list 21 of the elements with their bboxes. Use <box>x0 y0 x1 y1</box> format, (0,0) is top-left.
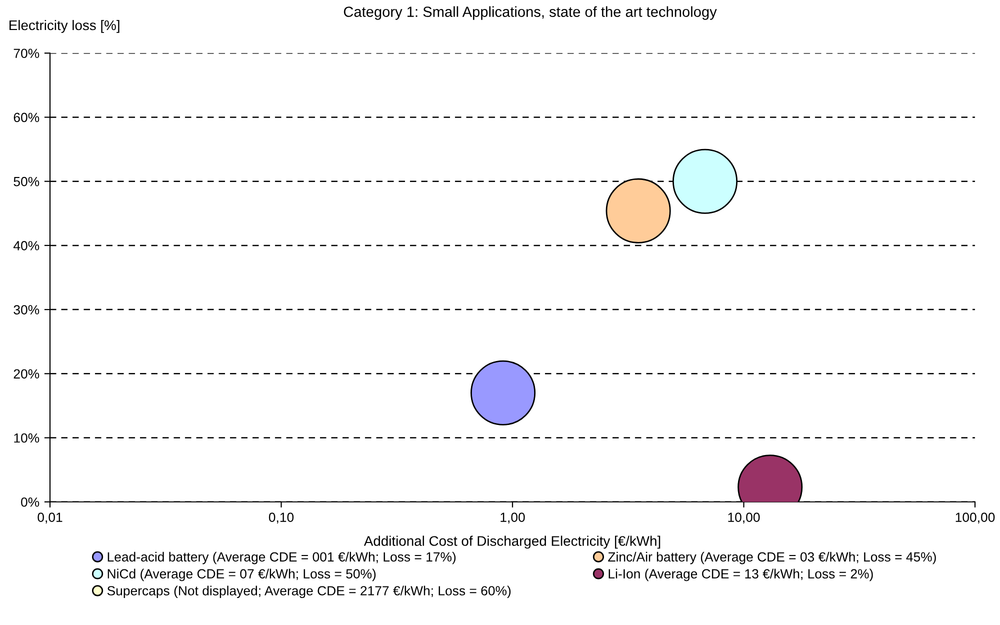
legend-label: Li-Ion (Average CDE = 13 €/kWh; Loss = 2%) <box>608 568 873 582</box>
x-tick-label: 1,00 <box>500 512 525 524</box>
y-axis-title: Electricity loss [%] <box>10 20 120 33</box>
legend-label: NiCd (Average CDE = 07 €/kWh; Loss = 50%) <box>108 568 376 582</box>
legend-label: Supercaps (Not displayed; Average CDE = 2177 €/kWh; Loss = 60%) <box>107 586 511 598</box>
y-tick-label: 30% <box>14 305 40 314</box>
y-tick-label: 60% <box>14 112 40 122</box>
x-tick-label: 100,00 <box>956 512 995 524</box>
y-tick-label: 70% <box>14 48 40 58</box>
y-tick-label: 10% <box>14 433 40 443</box>
x-tick-label: 0,10 <box>268 512 294 524</box>
y-tick-label: 40% <box>13 241 40 250</box>
y-tick-label: 50% <box>14 176 40 186</box>
y-tick-label: 20% <box>14 369 40 379</box>
legend-label: Lead-acid battery (Average CDE = 001 €/kWh; Loss = 17%) <box>108 552 456 564</box>
x-axis-title: Additional Cost of Discharged Electricity [€/kWh] <box>364 536 660 549</box>
legend-label: Zinc/Air battery (Average CDE = 03 €/kWh; Loss = 45%) <box>608 552 936 564</box>
x-tick-label: 10,00 <box>728 512 760 524</box>
chart-title: Category 1: Small Applications, state of the art technology <box>344 6 717 20</box>
x-tick-label: 0,01 <box>38 512 62 524</box>
y-tick-label: 0% <box>21 497 40 507</box>
